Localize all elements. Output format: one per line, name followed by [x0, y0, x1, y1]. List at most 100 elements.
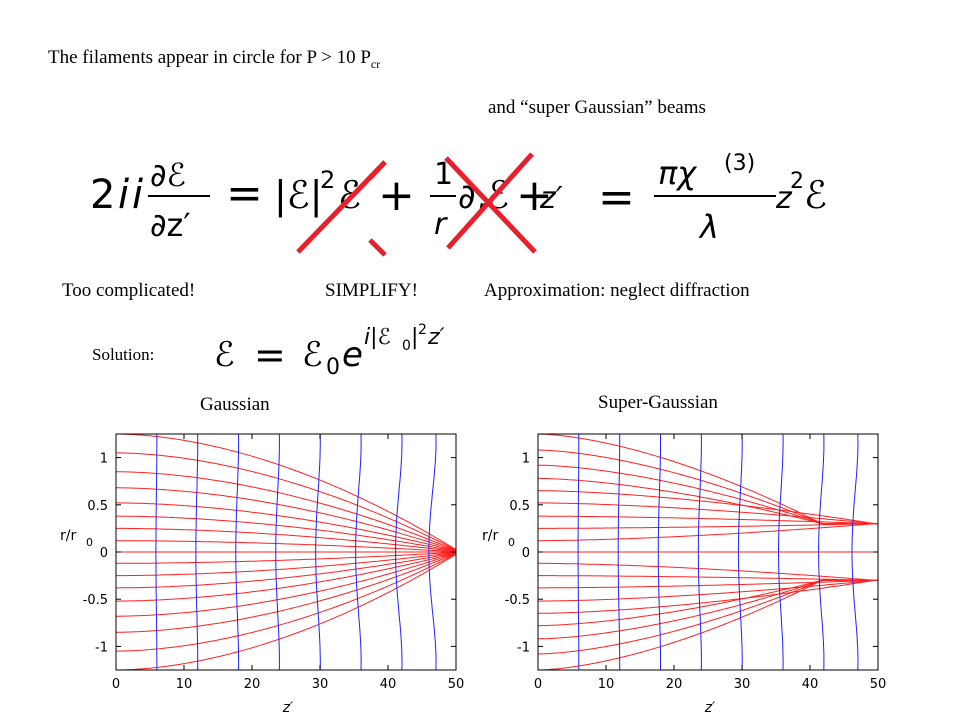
eq-numerator: ∂ℰ: [150, 156, 186, 194]
ray-line-11: [538, 575, 878, 581]
x-tick-label: 20: [666, 677, 683, 692]
ray-line-14: [538, 579, 878, 614]
plot-area: [116, 434, 456, 670]
ray-line-6: [116, 527, 456, 552]
wavefront-line-0: [577, 434, 580, 670]
x-tick-label: 0: [534, 677, 542, 692]
eq-one: 1: [434, 157, 453, 192]
ray-line-2: [116, 471, 456, 551]
simplify-text: SIMPLIFY!: [325, 280, 418, 301]
wavefront-line-3: [697, 434, 702, 670]
y-tick-label: 1: [100, 452, 108, 467]
wavefront-line-6: [395, 434, 403, 670]
y-tick-label: 0: [522, 546, 530, 561]
y-tick-label: 0.5: [509, 499, 530, 514]
ray-line-12: [116, 552, 456, 602]
gaussian-chart: 0 10 20 30 40 50 1 0.5 0 -0.5 -1 z′ r/r 0: [60, 433, 465, 716]
wave-equation: 2 i i ∂ℰ ∂z′ = |ℰ| 2 ℰ + 1 r ∂ r ℰ + z′ …: [90, 151, 827, 257]
wavefront-line-5: [778, 434, 784, 670]
wavefront-line-0: [155, 434, 158, 670]
ray-line-10: [116, 552, 456, 577]
x-axis-label: z′: [282, 700, 294, 716]
ray-line-18: [538, 579, 878, 670]
x-tick-label: 30: [734, 677, 751, 692]
eq-plus-1: +: [378, 170, 415, 221]
eq-abs: |ℰ|: [274, 173, 323, 218]
ray-line-6: [538, 515, 878, 525]
wavefront-line-7: [428, 434, 437, 670]
ray-line-1: [116, 452, 456, 551]
ray-line-7: [116, 540, 456, 553]
wavefront-line-1: [195, 434, 199, 670]
x-tick-label: 10: [598, 677, 615, 692]
x-tick-label: 10: [176, 677, 193, 692]
y-tick-label: 0: [100, 546, 108, 561]
x-axis-label: z′: [704, 700, 716, 716]
eq-denominator: ∂z′: [150, 206, 191, 244]
eq-pi-chi: πχ: [658, 154, 697, 192]
sol-exp-rest: |: [411, 325, 418, 350]
wavefront-line-1: [617, 434, 621, 670]
sol-lhs: ℰ: [214, 335, 235, 375]
ray-line-9: [116, 551, 456, 564]
sol-e: e: [342, 335, 363, 375]
y-tick-label: -1: [95, 640, 108, 655]
wavefront-line-2: [657, 434, 661, 670]
x-tick-label: 20: [244, 677, 261, 692]
y-tick-label: -1: [517, 640, 530, 655]
ray-line-5: [116, 515, 456, 552]
y-tick-label: 0.5: [87, 499, 108, 514]
ray-line-8: [538, 523, 878, 542]
ray-line-14: [116, 553, 456, 633]
x-tick-label: 40: [802, 677, 819, 692]
ray-line-13: [538, 579, 878, 602]
y-axis-label: r/r: [482, 528, 498, 544]
super-gaussian-chart: 0 10 20 30 40 50 1 0.5 0 -0.5 -1 z′ r/r 0: [482, 433, 886, 716]
x-tick-label: 0: [112, 677, 120, 692]
slide-title-main: The filaments appear in circle for P > 1…: [48, 47, 371, 68]
ray-line-7: [538, 523, 878, 529]
sol-E0: ℰ: [302, 335, 323, 375]
wavefront-line-3: [275, 434, 280, 670]
eq-z2: z: [775, 181, 793, 216]
ray-line-17: [538, 579, 878, 655]
eq-coef: 2: [90, 172, 115, 218]
sol-exp-pow2: 2: [418, 322, 427, 338]
eq-r: r: [434, 207, 448, 242]
sol-exp-z: z′: [427, 325, 445, 350]
sol-exponent: i|ℰ: [364, 325, 391, 350]
ray-line-12: [538, 579, 878, 589]
chart-title-gaussian: Gaussian: [200, 394, 270, 415]
eq-equals-1: =: [226, 168, 263, 219]
y-tick-label: 1: [522, 452, 530, 467]
solution-equation: ℰ = ℰ 0 e i|ℰ 0 | 2 z′: [214, 322, 445, 380]
wavefront-line-2: [235, 434, 240, 670]
ray-line-15: [116, 553, 456, 652]
eq-E3: ℰ: [804, 173, 827, 217]
ray-line-4: [116, 502, 456, 552]
cross-mark-2b: [446, 152, 534, 250]
y-axis-label-subscript: 0: [86, 536, 93, 549]
ray-line-10: [538, 562, 878, 581]
eq-plus-2: +: [516, 170, 553, 221]
ray-line-4: [538, 490, 878, 525]
x-tick-label: 50: [448, 677, 465, 692]
too-complicated-text: Too complicated!: [62, 280, 196, 301]
eq-lambda: λ: [698, 208, 719, 246]
ray-line-16: [116, 553, 456, 670]
wavefront-line-4: [737, 434, 743, 670]
sol-exp-sub0: 0: [402, 338, 411, 354]
chart-title-super-gaussian: Super-Gaussian: [598, 392, 718, 413]
ray-line-13: [116, 552, 456, 617]
sol-sub0: 0: [326, 355, 340, 380]
plot-area: [538, 434, 878, 670]
y-axis-label-subscript: 0: [508, 536, 515, 549]
y-axis-label: r/r: [60, 528, 76, 544]
y-tick-label: -0.5: [505, 593, 530, 608]
cross-mark-1b: [368, 238, 387, 257]
eq-pow2: 2: [320, 166, 335, 194]
sol-eq: =: [254, 333, 286, 377]
slide-title-subscript: cr: [370, 57, 381, 71]
y-tick-label: -0.5: [83, 593, 108, 608]
x-tick-label: 40: [380, 677, 397, 692]
